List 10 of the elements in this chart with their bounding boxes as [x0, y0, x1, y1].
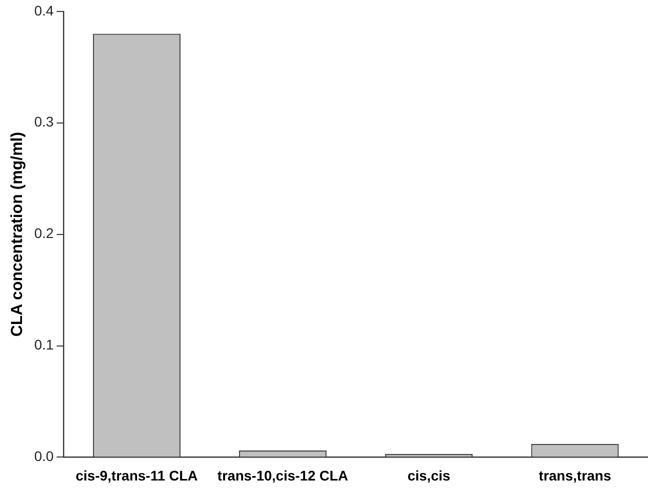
y-tick-label: 0.1	[34, 336, 54, 353]
y-tick-label: 0.3	[34, 114, 54, 130]
y-tick-label: 0.0	[34, 448, 54, 464]
x-tick-label: cis-9,trans-11 CLA	[76, 467, 198, 484]
x-tick-label: cis,cis	[407, 467, 450, 484]
y-tick-label: 0.2	[34, 225, 54, 242]
y-tick-label: 0.4	[34, 2, 54, 18]
x-tick-label: trans-10,cis-12 CLA	[217, 467, 348, 484]
x-tick-label: trans,trans	[538, 467, 612, 484]
y-axis-title: CLA concentration (mg/ml)	[9, 132, 26, 337]
